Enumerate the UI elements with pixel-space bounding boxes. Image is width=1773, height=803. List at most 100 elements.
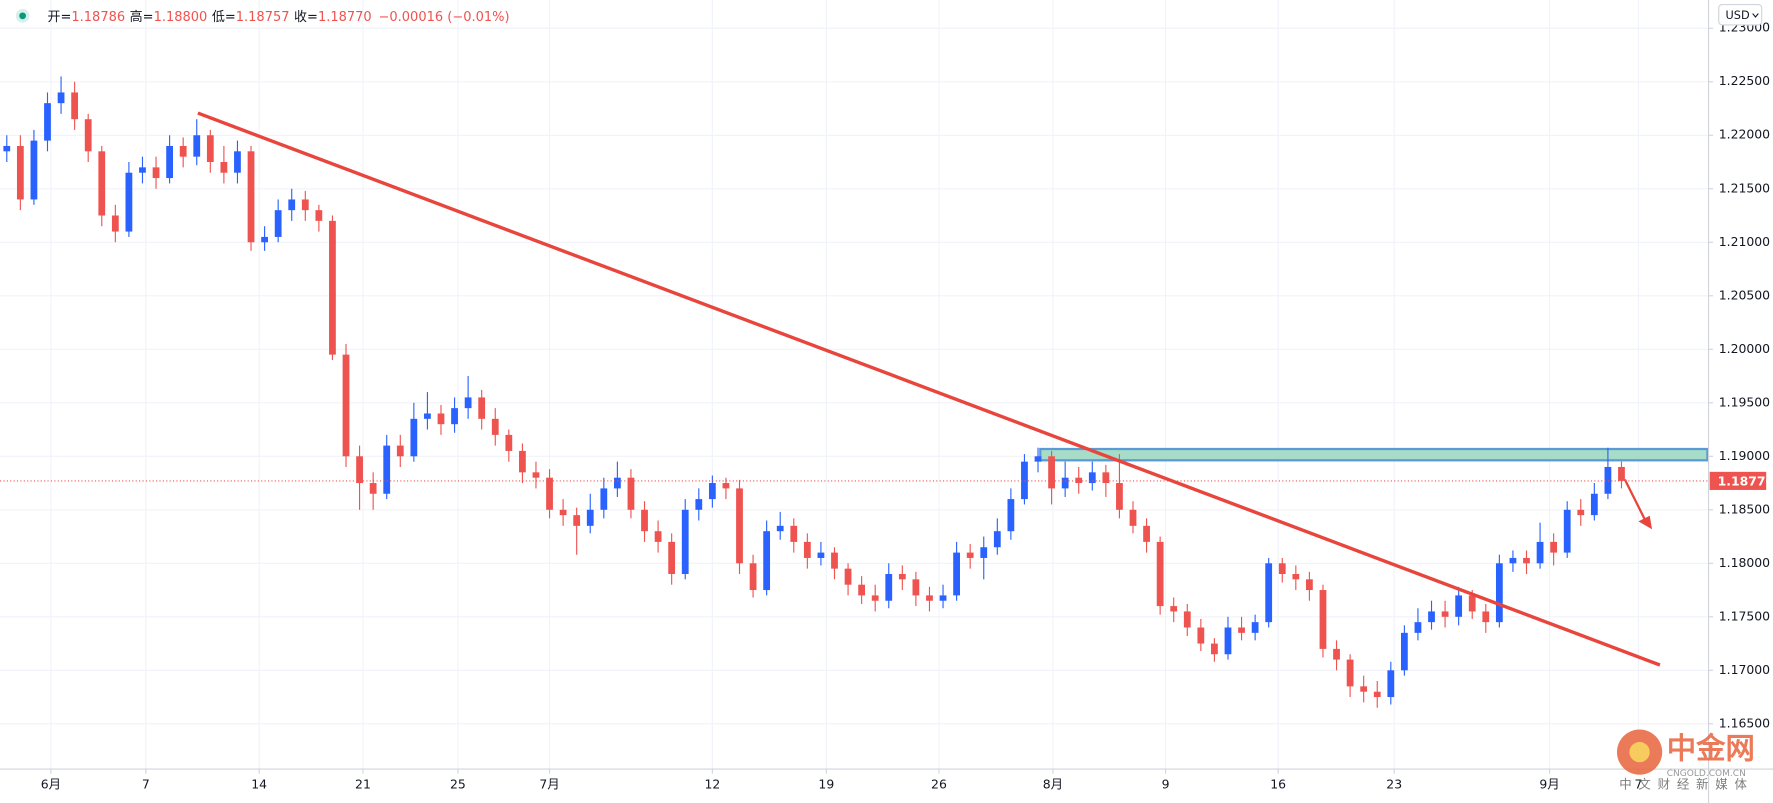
ohlc-label: 高= (130, 8, 154, 24)
candle-body (505, 434, 513, 451)
candle-body (57, 92, 65, 104)
currency-caret[interactable] (1752, 13, 1759, 18)
last-price-box (1709, 471, 1767, 490)
candle-body (71, 92, 79, 120)
candle-body (424, 413, 431, 419)
candle-body (613, 477, 621, 489)
annotations (1039, 447, 1709, 462)
candle-body (220, 162, 228, 173)
candle-body (1495, 563, 1503, 623)
currency-label[interactable]: USD (1726, 9, 1750, 22)
candle-body (1007, 499, 1015, 532)
candle-body (274, 210, 282, 237)
candle-body (831, 552, 838, 569)
candle-body (98, 151, 106, 216)
candle-body (953, 552, 960, 596)
candle-body (858, 584, 866, 596)
y-tick-label: 1.17000 (1719, 662, 1770, 677)
candle-body (342, 354, 350, 457)
candle-body (546, 477, 553, 510)
candle-body (356, 456, 363, 484)
y-tick-label: 1.19500 (1719, 394, 1770, 409)
candle-body (451, 408, 458, 425)
candle-body (1428, 611, 1435, 623)
candle-body (1306, 579, 1313, 591)
candle-body (1441, 611, 1449, 617)
ohlc-value: 1.18786 (71, 9, 125, 24)
candle-body (749, 563, 757, 591)
candle-body (654, 531, 662, 542)
arrow-head (1638, 515, 1653, 530)
candle-body (247, 151, 255, 243)
candle-body (478, 397, 486, 419)
candle-body (790, 525, 798, 542)
candle-body (1536, 541, 1544, 564)
candle-body (1618, 466, 1625, 481)
x-tick-label: 6月 (41, 776, 61, 791)
y-tick-label: 1.22500 (1719, 73, 1770, 88)
ohlc-label: 收= (294, 9, 318, 24)
axes: 1.16500 1.17000 1.17500 1.18000 1.18500 1.190… (0, 20, 1773, 791)
y-tick-label: 1.18500 (1719, 501, 1770, 516)
candle-body (1143, 525, 1150, 542)
candle-body (736, 488, 743, 564)
ohlc-label: 开= (47, 9, 71, 24)
y-tick-label: 1.19000 (1719, 448, 1770, 463)
candle-body (776, 525, 784, 532)
candle-body (1034, 456, 1042, 462)
candle-body (573, 515, 581, 526)
candle-body (1590, 493, 1598, 516)
candle-body (1170, 606, 1178, 612)
candle-body (708, 483, 716, 500)
currency-button[interactable] (1718, 3, 1763, 26)
candle-body (1102, 472, 1110, 484)
candle-body (111, 215, 119, 232)
candle-body (3, 145, 11, 152)
candle-body (1116, 483, 1123, 510)
candle-body (1183, 611, 1191, 628)
candle-body (1048, 456, 1055, 489)
candle-body (315, 210, 323, 221)
candle-body (695, 499, 703, 510)
watermark-site: CNGOLD.COM.CN (1667, 769, 1746, 779)
candle-body (1156, 541, 1164, 607)
candle-body (1197, 627, 1205, 644)
x-tick-label: 21 (355, 776, 371, 791)
candle-body (1550, 541, 1558, 553)
trend-line (197, 111, 1661, 667)
candle-body (1129, 509, 1137, 526)
y-tick-label: 1.20500 (1719, 287, 1770, 302)
y-tick-label: 1.17500 (1719, 608, 1770, 623)
x-tick-label: 25 (450, 776, 466, 791)
candle-body (926, 595, 933, 601)
candle-body (1346, 659, 1354, 687)
candle-body (1251, 622, 1259, 633)
y-tick-label: 1.22000 (1719, 127, 1770, 142)
y-tick-label: 1.20000 (1719, 341, 1770, 356)
candle-body (1482, 611, 1490, 623)
candle-body (166, 145, 174, 179)
candle-body (410, 418, 418, 457)
candle-body (519, 450, 526, 473)
watermark-logo-inner (1629, 741, 1650, 763)
candle-body (803, 541, 811, 558)
x-tick-label: 9月 (1539, 776, 1559, 791)
candle-body (844, 568, 852, 585)
candle-body (1455, 595, 1463, 617)
candle-body (16, 145, 24, 200)
candle-body (1509, 557, 1517, 564)
candle-body (885, 573, 893, 601)
candle-body (491, 418, 499, 435)
x-tick-label: 12 (704, 776, 720, 791)
candle-body (206, 135, 214, 163)
candle-body (1563, 509, 1571, 553)
candle-body (966, 552, 974, 558)
x-tick-label: 8月 (1043, 776, 1063, 791)
candle-body (586, 509, 594, 526)
ohlc-value: 1.18770 (318, 9, 372, 24)
candle-body (980, 547, 988, 558)
candle-body (1224, 627, 1232, 655)
candle-body (1414, 622, 1422, 633)
